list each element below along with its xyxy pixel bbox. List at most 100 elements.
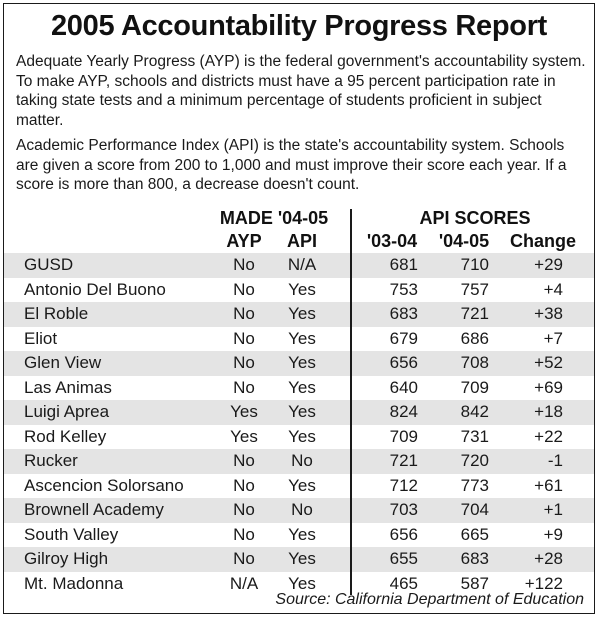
change-header: Change <box>509 231 576 251</box>
school-name: South Valley <box>24 524 119 544</box>
ayp-value: N/A <box>229 573 259 593</box>
change-value: +1 <box>543 500 563 519</box>
api-0405-value: 665 <box>460 524 489 544</box>
ayp-value: No <box>233 451 255 470</box>
ayp-value: No <box>233 255 255 274</box>
api-value: No <box>291 451 313 470</box>
api-0405-value: 757 <box>460 279 489 299</box>
ayp-value: No <box>233 500 255 519</box>
api-0304-value: 656 <box>389 353 418 372</box>
api-value: Yes <box>288 377 316 397</box>
school-name: Ascencion Solorsano <box>24 475 184 495</box>
made-group-label: MADE '04-05 <box>219 208 329 228</box>
api-0304-value: 709 <box>389 426 418 446</box>
change-value: +28 <box>534 549 563 568</box>
api-0405-value: 720 <box>460 451 489 470</box>
y0304-header: '03-04 <box>366 231 418 251</box>
ayp-value: No <box>233 475 255 495</box>
y0405-header: '04-05 <box>438 231 490 251</box>
ayp-value: No <box>233 328 255 348</box>
api-value: Yes <box>288 426 316 446</box>
api-0405-value: 683 <box>460 549 489 568</box>
ayp-value: No <box>233 377 255 397</box>
api-value: Yes <box>288 402 316 421</box>
ayp-header: AYP <box>226 231 262 251</box>
school-name: Brownell Academy <box>24 500 164 519</box>
api-header: API <box>286 231 317 251</box>
api-0405-value: 773 <box>460 475 489 495</box>
api-0304-value: 703 <box>389 500 418 519</box>
school-name: Las Animas <box>24 377 112 397</box>
api-0405-value: 686 <box>460 328 489 348</box>
api-0304-value: 465 <box>389 573 418 593</box>
ayp-value: No <box>233 304 255 323</box>
row-band <box>4 400 594 425</box>
api-value: Yes <box>288 328 316 348</box>
api-value: N/A <box>287 255 317 274</box>
api-value: Yes <box>288 573 316 593</box>
api-value: Yes <box>288 304 316 323</box>
api-0304-value: 679 <box>389 328 418 348</box>
api-value: Yes <box>288 549 316 568</box>
api-0304-value: 640 <box>389 377 418 397</box>
change-value: +4 <box>543 279 563 299</box>
api-0405-value: 704 <box>460 500 489 519</box>
api-scores-label: API SCORES <box>419 208 531 228</box>
change-value: +9 <box>543 524 563 544</box>
report-frame: 2005 Accountability Progress Report Adeq… <box>3 3 595 614</box>
school-name: Antonio Del Buono <box>24 279 166 299</box>
api-description: Academic Performance Index (API) is the … <box>16 137 567 193</box>
source-note: Source: California Department of Educati… <box>275 591 584 608</box>
change-value: +29 <box>534 255 563 274</box>
school-name: Glen View <box>24 353 102 372</box>
school-name: Rucker <box>24 451 78 470</box>
change-value: -1 <box>547 451 563 470</box>
ayp-value: Yes <box>230 402 258 421</box>
api-0405-value: 587 <box>460 573 489 593</box>
report-title: 2005 Accountability Progress Report <box>50 10 548 42</box>
api-0405-value: 710 <box>460 255 489 274</box>
change-value: +122 <box>524 573 563 593</box>
change-value: +61 <box>534 475 563 495</box>
change-value: +52 <box>534 353 563 372</box>
school-name: Gilroy High <box>24 549 109 568</box>
ayp-value: No <box>233 549 255 568</box>
school-name: Luigi Aprea <box>24 402 110 421</box>
row-band <box>4 449 594 474</box>
made-group-header: MADE '04-05 <box>206 208 342 229</box>
change-value: +69 <box>534 377 563 397</box>
api-value: No <box>291 500 313 519</box>
api-value: Yes <box>288 279 316 299</box>
api-0405-value: 842 <box>460 402 489 421</box>
api-0304-value: 721 <box>389 451 418 470</box>
api-value: Yes <box>288 524 316 544</box>
api-value: Yes <box>288 475 316 495</box>
school-name: Mt. Madonna <box>24 573 124 593</box>
api-0405-value: 721 <box>460 304 489 323</box>
ayp-value: No <box>233 353 255 372</box>
api-scores-group-header: API SCORES <box>360 208 590 229</box>
change-value: +18 <box>534 402 563 421</box>
school-name: El Roble <box>24 304 89 323</box>
api-0304-value: 655 <box>389 549 418 568</box>
ayp-description: Adequate Yearly Progress (AYP) is the fe… <box>16 53 586 129</box>
school-name: Rod Kelley <box>24 426 107 446</box>
api-0304-value: 753 <box>389 279 418 299</box>
api-value: Yes <box>288 353 316 372</box>
column-divider <box>350 209 352 595</box>
change-value: +22 <box>534 426 563 446</box>
api-0304-value: 656 <box>389 524 418 544</box>
api-0304-value: 683 <box>389 304 418 323</box>
school-name: GUSD <box>24 255 74 274</box>
ayp-value: No <box>233 524 255 544</box>
api-0304-value: 712 <box>389 475 418 495</box>
row-band <box>4 351 594 376</box>
row-band <box>4 253 594 278</box>
row-band <box>4 498 594 523</box>
api-0405-value: 709 <box>460 377 489 397</box>
change-value: +38 <box>534 304 563 323</box>
api-0405-value: 731 <box>460 426 489 446</box>
row-band <box>4 547 594 572</box>
ayp-value: Yes <box>230 426 258 446</box>
change-value: +7 <box>543 328 563 348</box>
